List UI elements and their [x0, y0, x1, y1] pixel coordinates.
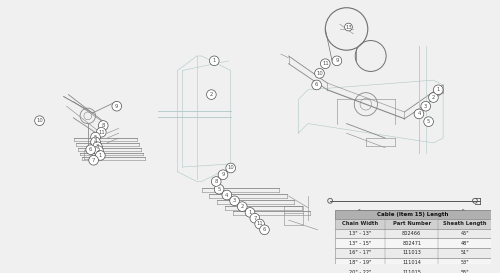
- Text: 11: 11: [256, 221, 263, 227]
- Circle shape: [260, 225, 270, 235]
- Text: 45": 45": [460, 231, 469, 236]
- Circle shape: [255, 219, 264, 229]
- Text: Sheath Length: Sheath Length: [443, 221, 486, 227]
- Text: 9: 9: [115, 104, 118, 109]
- Circle shape: [414, 109, 424, 119]
- Text: 9: 9: [222, 172, 224, 177]
- Text: 48": 48": [460, 241, 469, 246]
- Text: 55": 55": [460, 270, 469, 273]
- Text: 2: 2: [432, 95, 435, 100]
- Circle shape: [210, 56, 219, 66]
- Text: 802471: 802471: [402, 241, 421, 246]
- Text: 111013: 111013: [402, 250, 421, 256]
- Circle shape: [434, 85, 443, 95]
- Text: Part Number: Part Number: [392, 221, 431, 227]
- Circle shape: [424, 117, 434, 126]
- Circle shape: [214, 184, 224, 194]
- Text: 2: 2: [210, 92, 213, 97]
- Bar: [335, 248, 492, 258]
- Text: 1: 1: [248, 210, 252, 215]
- Text: 111014: 111014: [402, 260, 421, 265]
- Text: 13" - 13": 13" - 13": [349, 231, 371, 236]
- Circle shape: [332, 56, 342, 66]
- Text: 2: 2: [96, 148, 100, 153]
- Bar: [335, 210, 492, 219]
- Text: 10: 10: [228, 165, 234, 171]
- Text: 7: 7: [253, 216, 256, 221]
- Text: 13" - 15": 13" - 15": [349, 241, 371, 246]
- Circle shape: [250, 213, 260, 223]
- Text: 10: 10: [316, 71, 323, 76]
- Circle shape: [218, 170, 228, 180]
- Circle shape: [112, 101, 122, 111]
- Circle shape: [98, 121, 108, 130]
- Text: 5: 5: [218, 187, 221, 192]
- Text: 5: 5: [94, 135, 97, 140]
- Circle shape: [89, 155, 99, 165]
- Circle shape: [96, 127, 106, 137]
- Text: Sheath Length: Sheath Length: [388, 215, 434, 220]
- Circle shape: [96, 151, 105, 160]
- Text: 3: 3: [424, 104, 428, 109]
- Circle shape: [245, 207, 255, 217]
- Text: 1: 1: [436, 87, 440, 92]
- Text: 5: 5: [427, 119, 430, 124]
- Text: 4: 4: [225, 192, 228, 198]
- Text: 6: 6: [89, 147, 92, 152]
- Bar: [335, 219, 492, 229]
- Circle shape: [90, 132, 101, 142]
- Circle shape: [212, 177, 221, 186]
- Text: 2: 2: [240, 204, 244, 209]
- Circle shape: [230, 196, 239, 206]
- Text: 3: 3: [96, 144, 99, 149]
- Circle shape: [428, 93, 438, 102]
- Text: Cable (Item 15) Length: Cable (Item 15) Length: [378, 212, 449, 217]
- Bar: [335, 258, 492, 268]
- Bar: [335, 268, 492, 273]
- Bar: [335, 239, 492, 248]
- Bar: [335, 229, 492, 239]
- Text: 11: 11: [322, 61, 328, 66]
- Text: 51": 51": [460, 250, 469, 256]
- Text: 1: 1: [98, 153, 102, 158]
- Text: 18" - 19": 18" - 19": [349, 260, 372, 265]
- Circle shape: [421, 101, 430, 111]
- Text: 10: 10: [36, 118, 43, 123]
- Text: 8: 8: [214, 179, 218, 184]
- Circle shape: [34, 116, 44, 126]
- Circle shape: [312, 80, 322, 90]
- Text: 13: 13: [345, 25, 352, 29]
- Text: 16" - 17": 16" - 17": [349, 250, 371, 256]
- Text: 1: 1: [212, 58, 216, 63]
- Text: 8: 8: [102, 123, 105, 128]
- Text: 802466: 802466: [402, 231, 421, 236]
- Text: 11: 11: [98, 130, 104, 135]
- Circle shape: [314, 69, 324, 78]
- Text: 6: 6: [263, 227, 266, 232]
- Circle shape: [94, 146, 104, 155]
- Text: Chain Width: Chain Width: [342, 221, 378, 227]
- Text: 7: 7: [92, 158, 96, 163]
- Text: 6: 6: [315, 82, 318, 87]
- Circle shape: [222, 190, 232, 200]
- Circle shape: [206, 90, 216, 99]
- Text: 53": 53": [460, 260, 469, 265]
- Circle shape: [344, 23, 352, 31]
- Circle shape: [226, 163, 235, 173]
- Text: 9: 9: [335, 58, 338, 63]
- Text: 20" - 22": 20" - 22": [349, 270, 371, 273]
- Circle shape: [92, 142, 102, 152]
- Circle shape: [320, 59, 330, 69]
- Circle shape: [86, 145, 96, 155]
- Text: 4: 4: [418, 111, 420, 116]
- Text: 4: 4: [94, 140, 97, 144]
- Text: 111015: 111015: [402, 270, 421, 273]
- Circle shape: [238, 202, 247, 211]
- Text: 3: 3: [233, 198, 236, 203]
- Circle shape: [90, 137, 101, 147]
